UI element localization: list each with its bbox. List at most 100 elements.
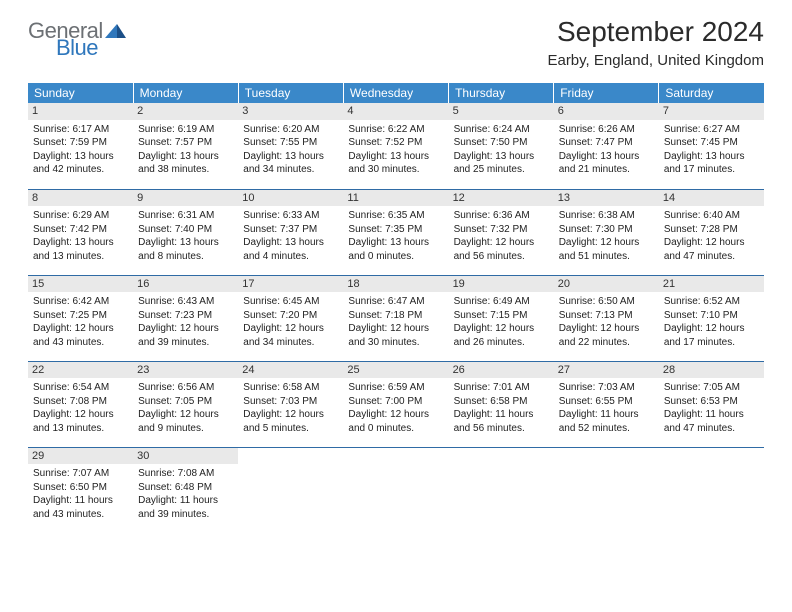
daylight-text: Daylight: 12 hours and 39 minutes. bbox=[138, 322, 233, 349]
sunrise-text: Sunrise: 7:08 AM bbox=[138, 467, 233, 481]
calendar-cell: 23Sunrise: 6:56 AMSunset: 7:05 PMDayligh… bbox=[133, 361, 238, 447]
sunrise-text: Sunrise: 6:33 AM bbox=[243, 209, 338, 223]
day-number: 4 bbox=[343, 103, 448, 120]
calendar-cell: 24Sunrise: 6:58 AMSunset: 7:03 PMDayligh… bbox=[238, 361, 343, 447]
daylight-text: Daylight: 13 hours and 8 minutes. bbox=[138, 236, 233, 263]
day-header: Tuesday bbox=[238, 83, 343, 103]
sunset-text: Sunset: 7:23 PM bbox=[138, 309, 233, 323]
day-header-row: SundayMondayTuesdayWednesdayThursdayFrid… bbox=[28, 83, 764, 103]
sunrise-text: Sunrise: 6:40 AM bbox=[664, 209, 759, 223]
sunset-text: Sunset: 6:53 PM bbox=[664, 395, 759, 409]
day-number: 5 bbox=[449, 103, 554, 120]
daylight-text: Daylight: 13 hours and 0 minutes. bbox=[348, 236, 443, 263]
calendar-cell bbox=[343, 447, 448, 533]
calendar-week-row: 1Sunrise: 6:17 AMSunset: 7:59 PMDaylight… bbox=[28, 103, 764, 189]
calendar-cell: 28Sunrise: 7:05 AMSunset: 6:53 PMDayligh… bbox=[659, 361, 764, 447]
location-text: Earby, England, United Kingdom bbox=[547, 52, 764, 69]
calendar-cell: 6Sunrise: 6:26 AMSunset: 7:47 PMDaylight… bbox=[554, 103, 659, 189]
calendar-cell: 4Sunrise: 6:22 AMSunset: 7:52 PMDaylight… bbox=[343, 103, 448, 189]
calendar-cell: 29Sunrise: 7:07 AMSunset: 6:50 PMDayligh… bbox=[28, 447, 133, 533]
calendar-cell: 3Sunrise: 6:20 AMSunset: 7:55 PMDaylight… bbox=[238, 103, 343, 189]
sunset-text: Sunset: 6:50 PM bbox=[33, 481, 128, 495]
sunrise-text: Sunrise: 6:19 AM bbox=[138, 123, 233, 137]
sunrise-text: Sunrise: 6:36 AM bbox=[454, 209, 549, 223]
sunrise-text: Sunrise: 6:52 AM bbox=[664, 295, 759, 309]
sunrise-text: Sunrise: 6:38 AM bbox=[559, 209, 654, 223]
sunrise-text: Sunrise: 6:35 AM bbox=[348, 209, 443, 223]
day-number: 16 bbox=[133, 276, 238, 293]
logo-text-blue: Blue bbox=[56, 37, 127, 59]
day-number: 25 bbox=[343, 362, 448, 379]
sunset-text: Sunset: 7:30 PM bbox=[559, 223, 654, 237]
sunset-text: Sunset: 7:37 PM bbox=[243, 223, 338, 237]
calendar-cell bbox=[449, 447, 554, 533]
daylight-text: Daylight: 13 hours and 38 minutes. bbox=[138, 150, 233, 177]
daylight-text: Daylight: 12 hours and 9 minutes. bbox=[138, 408, 233, 435]
sunset-text: Sunset: 7:45 PM bbox=[664, 136, 759, 150]
day-number: 21 bbox=[659, 276, 764, 293]
calendar-cell: 17Sunrise: 6:45 AMSunset: 7:20 PMDayligh… bbox=[238, 275, 343, 361]
sunset-text: Sunset: 6:58 PM bbox=[454, 395, 549, 409]
day-number: 8 bbox=[28, 190, 133, 207]
sunrise-text: Sunrise: 7:07 AM bbox=[33, 467, 128, 481]
sunset-text: Sunset: 7:00 PM bbox=[348, 395, 443, 409]
calendar-cell: 11Sunrise: 6:35 AMSunset: 7:35 PMDayligh… bbox=[343, 189, 448, 275]
calendar-cell bbox=[238, 447, 343, 533]
sunrise-text: Sunrise: 6:43 AM bbox=[138, 295, 233, 309]
sunrise-text: Sunrise: 7:01 AM bbox=[454, 381, 549, 395]
daylight-text: Daylight: 11 hours and 39 minutes. bbox=[138, 494, 233, 521]
calendar-cell: 15Sunrise: 6:42 AMSunset: 7:25 PMDayligh… bbox=[28, 275, 133, 361]
sunrise-text: Sunrise: 6:56 AM bbox=[138, 381, 233, 395]
daylight-text: Daylight: 12 hours and 13 minutes. bbox=[33, 408, 128, 435]
day-header: Saturday bbox=[659, 83, 764, 103]
daylight-text: Daylight: 11 hours and 47 minutes. bbox=[664, 408, 759, 435]
daylight-text: Daylight: 13 hours and 30 minutes. bbox=[348, 150, 443, 177]
day-header: Wednesday bbox=[343, 83, 448, 103]
day-number: 15 bbox=[28, 276, 133, 293]
sunset-text: Sunset: 7:52 PM bbox=[348, 136, 443, 150]
day-number: 10 bbox=[238, 190, 343, 207]
calendar-cell: 25Sunrise: 6:59 AMSunset: 7:00 PMDayligh… bbox=[343, 361, 448, 447]
calendar-cell: 27Sunrise: 7:03 AMSunset: 6:55 PMDayligh… bbox=[554, 361, 659, 447]
calendar-page: General Blue September 2024 Earby, Engla… bbox=[0, 0, 792, 553]
calendar-cell bbox=[554, 447, 659, 533]
title-block: September 2024 Earby, England, United Ki… bbox=[547, 16, 764, 69]
sunrise-text: Sunrise: 6:26 AM bbox=[559, 123, 654, 137]
daylight-text: Daylight: 12 hours and 56 minutes. bbox=[454, 236, 549, 263]
calendar-cell: 12Sunrise: 6:36 AMSunset: 7:32 PMDayligh… bbox=[449, 189, 554, 275]
sunset-text: Sunset: 7:13 PM bbox=[559, 309, 654, 323]
calendar-cell: 1Sunrise: 6:17 AMSunset: 7:59 PMDaylight… bbox=[28, 103, 133, 189]
sunset-text: Sunset: 7:08 PM bbox=[33, 395, 128, 409]
daylight-text: Daylight: 12 hours and 26 minutes. bbox=[454, 322, 549, 349]
sunset-text: Sunset: 7:47 PM bbox=[559, 136, 654, 150]
day-header: Monday bbox=[133, 83, 238, 103]
sunset-text: Sunset: 7:55 PM bbox=[243, 136, 338, 150]
sunset-text: Sunset: 7:42 PM bbox=[33, 223, 128, 237]
daylight-text: Daylight: 12 hours and 0 minutes. bbox=[348, 408, 443, 435]
day-number: 17 bbox=[238, 276, 343, 293]
sunrise-text: Sunrise: 6:50 AM bbox=[559, 295, 654, 309]
daylight-text: Daylight: 12 hours and 22 minutes. bbox=[559, 322, 654, 349]
calendar-cell: 10Sunrise: 6:33 AMSunset: 7:37 PMDayligh… bbox=[238, 189, 343, 275]
daylight-text: Daylight: 13 hours and 17 minutes. bbox=[664, 150, 759, 177]
sunrise-text: Sunrise: 6:54 AM bbox=[33, 381, 128, 395]
daylight-text: Daylight: 13 hours and 34 minutes. bbox=[243, 150, 338, 177]
day-number: 2 bbox=[133, 103, 238, 120]
sunrise-text: Sunrise: 6:27 AM bbox=[664, 123, 759, 137]
sunrise-text: Sunrise: 6:20 AM bbox=[243, 123, 338, 137]
sunset-text: Sunset: 7:20 PM bbox=[243, 309, 338, 323]
sunset-text: Sunset: 7:50 PM bbox=[454, 136, 549, 150]
sunset-text: Sunset: 7:32 PM bbox=[454, 223, 549, 237]
day-header: Friday bbox=[554, 83, 659, 103]
calendar-week-row: 29Sunrise: 7:07 AMSunset: 6:50 PMDayligh… bbox=[28, 447, 764, 533]
page-title: September 2024 bbox=[547, 16, 764, 48]
logo-triangle-icon bbox=[105, 22, 127, 38]
daylight-text: Daylight: 12 hours and 47 minutes. bbox=[664, 236, 759, 263]
calendar-cell: 19Sunrise: 6:49 AMSunset: 7:15 PMDayligh… bbox=[449, 275, 554, 361]
daylight-text: Daylight: 13 hours and 42 minutes. bbox=[33, 150, 128, 177]
sunrise-text: Sunrise: 6:47 AM bbox=[348, 295, 443, 309]
calendar-week-row: 8Sunrise: 6:29 AMSunset: 7:42 PMDaylight… bbox=[28, 189, 764, 275]
daylight-text: Daylight: 12 hours and 51 minutes. bbox=[559, 236, 654, 263]
sunset-text: Sunset: 7:10 PM bbox=[664, 309, 759, 323]
sunrise-text: Sunrise: 7:05 AM bbox=[664, 381, 759, 395]
